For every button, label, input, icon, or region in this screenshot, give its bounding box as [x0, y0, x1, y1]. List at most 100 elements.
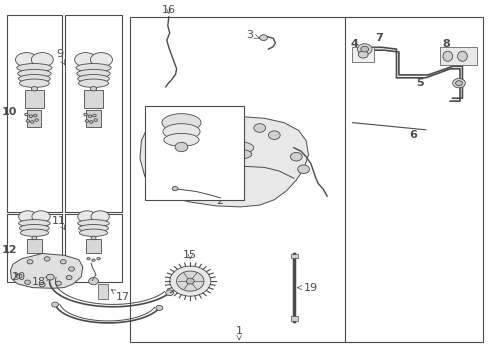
Text: 5: 5	[416, 78, 424, 88]
Ellipse shape	[78, 79, 108, 87]
Circle shape	[47, 274, 54, 280]
Polygon shape	[140, 116, 309, 207]
Circle shape	[39, 283, 45, 287]
Circle shape	[91, 236, 96, 240]
Ellipse shape	[20, 225, 49, 232]
Ellipse shape	[31, 53, 53, 67]
Ellipse shape	[217, 141, 254, 154]
Circle shape	[97, 257, 100, 260]
Bar	[27, 110, 42, 127]
Bar	[7, 15, 62, 212]
Bar	[345, 17, 484, 342]
Ellipse shape	[168, 138, 205, 151]
Ellipse shape	[162, 114, 201, 132]
Circle shape	[26, 120, 29, 122]
Ellipse shape	[20, 229, 49, 237]
Circle shape	[44, 257, 50, 261]
Text: 13: 13	[148, 132, 164, 142]
Circle shape	[38, 257, 41, 260]
Bar	[145, 107, 244, 200]
Bar	[291, 316, 298, 320]
Circle shape	[175, 142, 188, 152]
Ellipse shape	[79, 229, 108, 237]
Text: 14: 14	[185, 111, 230, 123]
Ellipse shape	[77, 69, 110, 78]
Circle shape	[28, 257, 31, 260]
Circle shape	[88, 115, 92, 117]
Polygon shape	[10, 253, 83, 288]
Circle shape	[186, 278, 194, 284]
Circle shape	[24, 280, 30, 284]
Circle shape	[69, 267, 74, 271]
Circle shape	[33, 259, 36, 261]
Circle shape	[24, 113, 28, 116]
Circle shape	[55, 281, 61, 285]
Ellipse shape	[19, 75, 50, 83]
Circle shape	[172, 186, 178, 191]
Circle shape	[166, 290, 173, 296]
Circle shape	[29, 115, 33, 117]
Circle shape	[66, 275, 72, 280]
Circle shape	[298, 165, 310, 174]
Text: 4: 4	[350, 40, 358, 49]
Text: 2: 2	[211, 195, 223, 206]
Text: 15: 15	[183, 250, 197, 260]
Circle shape	[170, 266, 211, 296]
Text: 3: 3	[246, 30, 259, 40]
Text: 9: 9	[56, 49, 65, 65]
Ellipse shape	[78, 211, 96, 222]
Circle shape	[357, 44, 372, 54]
Circle shape	[260, 35, 268, 41]
Ellipse shape	[443, 51, 453, 61]
Circle shape	[35, 119, 38, 121]
Ellipse shape	[19, 220, 50, 227]
Ellipse shape	[16, 53, 38, 67]
Text: 19: 19	[297, 283, 318, 293]
Text: 8: 8	[442, 40, 450, 49]
Ellipse shape	[163, 124, 200, 139]
Circle shape	[92, 259, 95, 261]
Text: 18: 18	[32, 277, 49, 287]
Circle shape	[89, 278, 98, 285]
Ellipse shape	[78, 75, 109, 83]
Circle shape	[31, 86, 38, 91]
Circle shape	[30, 121, 34, 123]
Bar	[24, 90, 44, 108]
Circle shape	[269, 131, 280, 139]
Circle shape	[33, 114, 37, 117]
Circle shape	[156, 305, 163, 310]
Circle shape	[84, 113, 87, 116]
Ellipse shape	[91, 211, 109, 222]
Text: 12: 12	[2, 245, 18, 255]
Circle shape	[254, 124, 266, 132]
Circle shape	[90, 121, 93, 123]
Circle shape	[91, 86, 97, 91]
Bar	[65, 15, 122, 212]
Ellipse shape	[78, 225, 108, 232]
Circle shape	[358, 51, 368, 58]
Bar	[98, 284, 108, 299]
Text: 6: 6	[410, 130, 417, 140]
Circle shape	[27, 260, 33, 264]
Circle shape	[93, 114, 96, 117]
Circle shape	[94, 119, 98, 121]
Circle shape	[456, 81, 463, 86]
Ellipse shape	[164, 134, 199, 146]
Bar	[441, 47, 477, 65]
Circle shape	[180, 155, 192, 163]
Ellipse shape	[17, 64, 52, 72]
Circle shape	[361, 46, 368, 52]
Circle shape	[16, 274, 22, 278]
Text: 11: 11	[52, 216, 66, 230]
Ellipse shape	[20, 79, 49, 87]
Ellipse shape	[18, 69, 51, 78]
Circle shape	[176, 271, 204, 291]
Ellipse shape	[91, 53, 112, 67]
Text: 16: 16	[162, 5, 176, 15]
Ellipse shape	[219, 149, 252, 159]
Ellipse shape	[458, 51, 467, 61]
Text: 7: 7	[375, 33, 383, 43]
Ellipse shape	[170, 147, 203, 157]
Text: 20: 20	[11, 272, 25, 282]
Circle shape	[291, 152, 302, 161]
